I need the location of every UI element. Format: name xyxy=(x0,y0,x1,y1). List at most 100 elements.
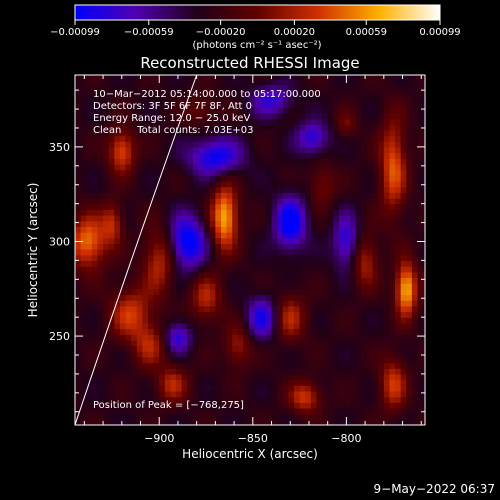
heatmap-cell xyxy=(181,180,188,188)
heatmap-cell xyxy=(282,169,289,176)
heatmap-cell xyxy=(423,413,425,420)
heatmap-cell xyxy=(176,180,183,188)
heatmap-cell xyxy=(114,95,121,103)
heatmap-cell xyxy=(254,356,261,364)
heatmap-cell xyxy=(136,95,143,103)
heatmap-cell xyxy=(395,266,402,273)
heatmap-cell xyxy=(103,288,110,296)
heatmap-cell xyxy=(243,95,250,103)
heatmap-cell xyxy=(103,169,110,176)
heatmap-cell xyxy=(282,328,289,335)
heatmap-cell xyxy=(125,351,132,358)
heatmap-cell xyxy=(249,402,256,409)
heatmap-cell xyxy=(293,260,301,267)
heatmap-cell xyxy=(108,186,115,193)
heatmap-cell xyxy=(198,271,205,279)
heatmap-cell xyxy=(220,413,228,420)
heatmap-cell xyxy=(417,141,424,148)
heatmap-cell xyxy=(97,266,104,273)
heatmap-cell xyxy=(237,294,245,301)
heatmap-cell xyxy=(282,294,289,301)
heatmap-cell xyxy=(322,407,329,415)
heatmap-cell xyxy=(164,402,172,409)
heatmap-cell xyxy=(316,328,323,335)
heatmap-cell xyxy=(411,107,419,114)
heatmap-cell xyxy=(159,260,166,267)
heatmap-cell xyxy=(282,288,289,296)
heatmap-cell xyxy=(254,300,261,307)
heatmap-cell xyxy=(164,339,172,347)
heatmap-cell xyxy=(176,300,183,307)
heatmap-cell xyxy=(142,232,149,239)
heatmap-cell xyxy=(265,351,273,358)
heatmap-cell xyxy=(204,351,211,358)
heatmap-cell xyxy=(338,152,346,159)
heatmap-cell xyxy=(350,334,357,341)
heatmap-cell xyxy=(327,237,334,244)
heatmap-cell xyxy=(277,192,284,199)
heatmap-cell xyxy=(215,90,222,97)
heatmap-cell xyxy=(86,402,93,409)
heatmap-cell xyxy=(344,95,351,103)
heatmap-cell xyxy=(80,390,87,398)
heatmap-cell xyxy=(277,373,284,381)
heatmap-cell xyxy=(232,402,239,409)
heatmap-cell xyxy=(400,322,407,330)
heatmap-cell xyxy=(260,197,267,205)
heatmap-cell xyxy=(400,163,407,171)
heatmap-cell xyxy=(114,243,121,250)
heatmap-cell xyxy=(305,317,312,324)
heatmap-cell xyxy=(265,232,273,239)
heatmap-cell xyxy=(136,186,143,193)
heatmap-cell xyxy=(159,146,166,154)
heatmap-cell xyxy=(125,101,132,108)
heatmap-cell xyxy=(411,90,419,97)
heatmap-cell xyxy=(136,351,143,358)
heatmap-cell xyxy=(136,152,143,159)
heatmap-cell xyxy=(125,277,132,284)
heatmap-cell xyxy=(192,203,200,210)
heatmap-cell xyxy=(136,90,143,97)
heatmap-cell xyxy=(265,112,273,120)
heatmap-cell xyxy=(209,328,216,335)
heatmap-cell xyxy=(125,107,132,114)
heatmap-cell xyxy=(406,385,413,392)
heatmap-cell xyxy=(310,254,318,262)
heatmap-cell xyxy=(417,407,424,415)
heatmap-cell xyxy=(293,277,301,284)
heatmap-cell xyxy=(176,260,183,267)
heatmap-cell xyxy=(378,334,385,341)
heatmap-cell xyxy=(423,158,425,165)
heatmap-cell xyxy=(299,368,306,375)
heatmap-cell xyxy=(299,339,306,347)
heatmap-cell xyxy=(198,203,205,210)
heatmap-cell xyxy=(80,118,87,125)
heatmap-cell xyxy=(299,226,306,233)
heatmap-cell xyxy=(423,112,425,120)
heatmap-cell xyxy=(361,226,368,233)
heatmap-cell xyxy=(232,356,239,364)
heatmap-cell xyxy=(366,362,374,369)
heatmap-cell xyxy=(209,226,216,233)
heatmap-cell xyxy=(277,294,284,301)
heatmap-cell xyxy=(305,220,312,227)
heatmap-cell xyxy=(327,356,334,364)
heatmap-cell xyxy=(389,84,396,91)
heatmap-cell xyxy=(282,135,289,142)
heatmap-cell xyxy=(136,112,143,120)
heatmap-cell xyxy=(271,215,278,222)
heatmap-cell xyxy=(378,84,385,91)
heatmap-cell xyxy=(327,192,334,199)
heatmap-cell xyxy=(400,232,407,239)
heatmap-cell xyxy=(299,317,306,324)
heatmap-cell xyxy=(237,283,245,290)
heatmap-cell xyxy=(226,101,233,108)
heatmap-cell xyxy=(299,322,306,330)
heatmap-cell xyxy=(187,107,194,114)
heatmap-cell xyxy=(277,107,284,114)
heatmap-cell xyxy=(119,163,127,171)
heatmap-cell xyxy=(226,203,233,210)
heatmap-cell xyxy=(366,407,374,415)
heatmap-cell xyxy=(159,220,166,227)
heatmap-cell xyxy=(91,135,99,142)
